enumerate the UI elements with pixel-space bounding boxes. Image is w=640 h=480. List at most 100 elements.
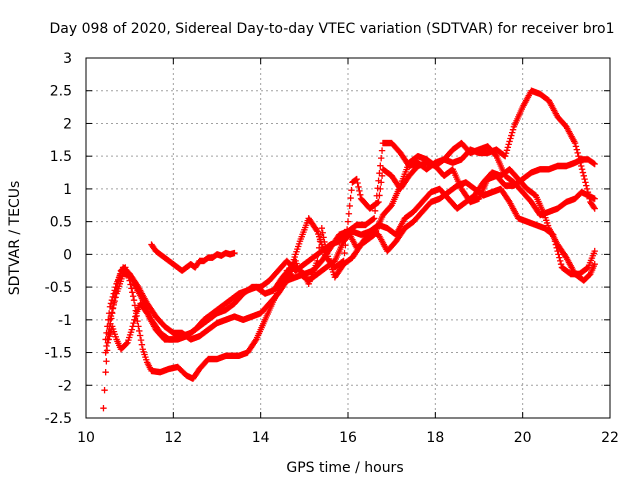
data-point-marker — [371, 215, 378, 222]
data-point-marker — [315, 251, 322, 258]
data-point-marker — [348, 187, 355, 194]
data-point-marker — [591, 247, 598, 255]
y-tick-label: -2.5 — [45, 411, 72, 427]
data-point-marker — [373, 192, 381, 199]
data-point-marker — [591, 260, 598, 268]
data-point-marker — [112, 283, 119, 291]
data-point-marker — [123, 340, 130, 347]
data-point-marker — [342, 242, 349, 249]
data-point-marker — [355, 183, 362, 191]
data-point-marker — [137, 336, 145, 344]
y-tick-label: -2 — [58, 378, 72, 394]
data-point-marker — [571, 139, 579, 147]
series-4 — [104, 139, 598, 353]
data-point-marker — [318, 224, 325, 232]
x-tick-label: 12 — [164, 430, 182, 446]
data-point-marker — [591, 160, 598, 168]
data-point-marker — [378, 147, 386, 154]
data-point-marker — [129, 293, 137, 300]
data-point-marker — [128, 326, 136, 333]
data-point-marker — [353, 175, 360, 183]
data-point-marker — [377, 154, 385, 162]
data-point-marker — [320, 234, 327, 241]
data-point-marker — [345, 210, 353, 217]
chart-title: Day 098 of 2020, Sidereal Day-to-day VTE… — [49, 21, 614, 37]
data-point-marker — [322, 243, 329, 250]
data-point-marker — [107, 300, 115, 307]
data-point-marker — [506, 138, 513, 145]
data-point-marker — [131, 316, 138, 324]
data-point-marker — [314, 257, 321, 265]
data-point-marker — [557, 257, 564, 265]
data-point-marker — [508, 132, 515, 139]
data-point-marker — [557, 260, 565, 268]
data-point-marker — [352, 176, 360, 183]
series-5 — [148, 241, 238, 274]
y-tick-label: -1.5 — [45, 346, 72, 362]
series-6 — [274, 166, 598, 294]
x-tick-label: 14 — [252, 430, 270, 446]
data-point-marker — [107, 329, 114, 337]
data-point-marker — [377, 162, 384, 169]
data-point-marker — [252, 337, 259, 344]
data-point-marker — [130, 296, 138, 304]
data-point-marker — [313, 226, 320, 234]
data-point-marker — [105, 316, 112, 324]
y-tick-label: 0.5 — [50, 215, 72, 231]
data-point-marker — [583, 182, 590, 189]
data-point-marker — [505, 141, 512, 148]
data-point-marker — [578, 166, 586, 173]
data-point-marker — [582, 179, 589, 186]
data-point-marker — [590, 204, 598, 211]
data-point-marker — [357, 191, 364, 198]
axis-ticks: 10 12 14 16 18 20 22 -2.5 -2 -1.5 -1 -0.5 0 0.5 1 1.5 2 2… — [45, 51, 619, 446]
data-point-marker — [129, 289, 136, 296]
data-point-marker — [503, 147, 511, 154]
y-tick-label: 1.5 — [50, 149, 72, 165]
data-point-marker — [354, 179, 361, 187]
data-point-marker — [508, 129, 516, 136]
y-tick-label: -0.5 — [45, 280, 72, 296]
data-point-marker — [135, 323, 142, 330]
data-point-marker — [110, 290, 117, 297]
data-point-marker — [502, 152, 509, 160]
data-point-marker — [574, 149, 581, 157]
data-point-marker — [591, 205, 598, 212]
x-axis-label: GPS time / hours — [286, 460, 403, 476]
data-point-marker — [376, 170, 383, 177]
data-point-marker — [231, 249, 238, 257]
data-point-marker — [556, 254, 563, 261]
data-point-marker — [104, 339, 112, 346]
data-point-marker — [321, 238, 328, 246]
data-point-marker — [105, 310, 113, 317]
data-point-marker — [555, 251, 562, 258]
data-point-marker — [136, 332, 144, 339]
y-tick-label: 2 — [63, 116, 72, 132]
data-point-marker — [132, 313, 139, 320]
y-axis-label: SDTVAR / TECUs — [7, 181, 23, 296]
data-point-marker — [138, 341, 146, 348]
data-point-marker — [590, 160, 597, 167]
data-point-marker — [319, 229, 326, 236]
data-point-marker — [130, 319, 137, 327]
data-point-marker — [572, 143, 580, 150]
data-point-marker — [111, 297, 118, 305]
x-tick-label: 10 — [77, 430, 95, 446]
data-point-marker — [509, 126, 517, 133]
data-point-marker — [580, 172, 587, 180]
data-point-marker — [103, 358, 110, 365]
data-point-marker — [278, 281, 285, 289]
data-point-marker — [315, 244, 323, 252]
data-point-marker — [129, 323, 136, 330]
y-tick-label: 2.5 — [50, 84, 72, 100]
data-point-marker — [371, 207, 379, 215]
data-point-marker — [502, 150, 510, 157]
data-point-marker — [507, 135, 514, 142]
data-point-marker — [356, 187, 363, 195]
data-point-marker — [577, 162, 585, 170]
y-tick-label: 1 — [63, 182, 72, 198]
data-point-marker — [109, 293, 117, 301]
x-tick-label: 18 — [426, 430, 444, 446]
data-point-marker — [372, 200, 380, 207]
data-point-marker — [347, 194, 354, 202]
